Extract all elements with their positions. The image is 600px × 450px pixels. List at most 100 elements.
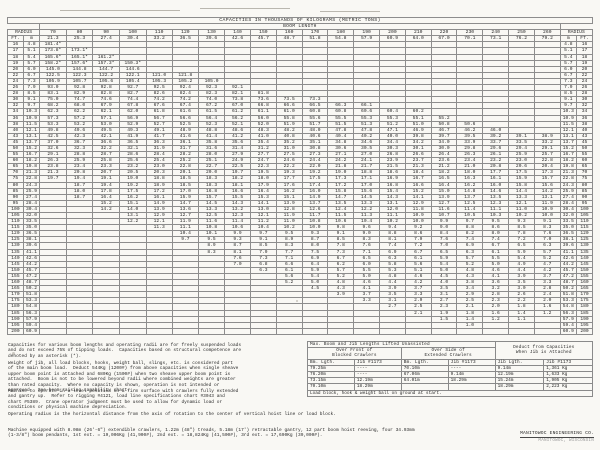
radius-ft-right: 38 xyxy=(575,120,594,128)
radius-ft-right: 200 xyxy=(575,327,594,335)
capacity-cell xyxy=(301,327,329,335)
table-row: 180 54.8 2.7 2.5 2.3 2.1 2.0 1.8 1.6 54.8 180 xyxy=(7,303,594,311)
radius-m: 54.8 xyxy=(22,303,41,311)
radius-ft-right: 17 xyxy=(575,47,594,55)
capacity-cell xyxy=(92,327,120,335)
table-subtitle-row: BOOM LENGTH xyxy=(8,23,593,31)
radius-m: 42.6 xyxy=(22,254,41,262)
capacity-cell xyxy=(171,327,199,335)
radius-ft-right: 40 xyxy=(575,126,594,134)
radius-ft-right: 135 xyxy=(575,248,594,256)
capacity-cell xyxy=(275,327,303,335)
radius-ft-right: 195 xyxy=(575,321,594,329)
table-row: 34 10.3 62.3 62.2 62.1 62.0 61.8 61.6 61.5 61.2 61… xyxy=(7,108,594,116)
capacity-cell: 18.3 xyxy=(197,181,226,189)
capacity-cell: 8.3 xyxy=(197,248,226,256)
radius-ft-right: 145 xyxy=(575,260,594,268)
table-row: 80 24.3 18.7 19.4 19.2 18.9 18.5 18.3 18.1 17.9 17… xyxy=(7,181,594,189)
table-row: 16 4.8 181.4* 4.8 16 xyxy=(7,41,594,49)
table-row: 115 35.0 11.3 11.1 10.8 10.6 10.4 10.2 10.0 9.8 9.… xyxy=(7,224,594,232)
jib-table-row: 73.15m 12.19m 64.01m 18.29m 15.24m 1,905 Kg xyxy=(307,377,593,385)
radius-m-right: 13.7 xyxy=(559,138,577,146)
radius-m: 56.3 xyxy=(22,309,41,317)
radius-ft-right: 19 xyxy=(575,59,594,67)
table-row: 190 57.9 1.5 1.4 1.2 1.1 57.9 190 xyxy=(7,315,594,323)
table-row: 150 45.7 6.3 6.1 5.9 5.7 5.5 5.3 5.1 5.0 4.8 4.6 4.4… xyxy=(7,266,594,274)
radius-ft-right: 80 xyxy=(575,181,594,189)
radius-m: 59.4 xyxy=(22,321,41,329)
radius-m-right: 10.9 xyxy=(559,114,577,122)
radius-ft: 200 xyxy=(7,327,24,335)
jib-table-row: 70.10m 18.29m 18.29m 2,223 Kg xyxy=(307,383,593,391)
radius-m: 13.7 xyxy=(22,138,41,146)
capacity-cell xyxy=(118,327,147,335)
boom-length-label: BOOM LENGTH xyxy=(39,23,561,31)
table-row: 140 42.6 7.6 7.3 7.1 6.9 6.7 6.5 6.3 6.1 5.9 5.7 5.5… xyxy=(7,254,594,262)
radius-m: 27.4 xyxy=(22,193,41,201)
note-machine-operation: Machine to operate in a level position o… xyxy=(8,389,239,411)
radius-m-right: 11.5 xyxy=(559,120,577,128)
table-row: 22 6.7 122.5 122.3 122.2 122.1 121.0 121.8 6.7 22 xyxy=(7,71,594,79)
radius-m: 22.8 xyxy=(22,175,41,183)
radius-ft-right: 185 xyxy=(575,309,594,317)
note-capacities: Capacities for various boom lengths and … xyxy=(8,343,242,359)
radius-m: 6.7 xyxy=(22,71,41,79)
radius-m: 12.1 xyxy=(22,126,41,134)
capacity-cell xyxy=(65,327,94,335)
radius-m-right: 54.8 xyxy=(559,303,577,311)
radius-m: 11.5 xyxy=(22,120,41,128)
capacity-cell: 13.3 xyxy=(197,205,226,214)
radius-m: 57.9 xyxy=(22,315,41,323)
radius-ft-right: 85 xyxy=(575,187,594,195)
table-row: 50 15.2 32.6 32.3 32.2 32.1 31.9 31.7 31.6 31.4 31… xyxy=(7,144,594,153)
capacity-cell xyxy=(224,327,251,335)
capacity-cell: 52.3 xyxy=(197,120,226,128)
radius-m: 30.4 xyxy=(22,205,41,214)
radius-ft-right: 190 xyxy=(575,315,594,323)
header-row-ft: RADIUS 70 80 90 100 110 120 130 140 150 160 170 180 1… xyxy=(6,29,594,37)
radius-m-right: 10.3 xyxy=(559,108,577,116)
radius-m: 5.7 xyxy=(22,59,41,67)
radius-m: 10.3 xyxy=(22,108,41,116)
radius-m-right: 22.8 xyxy=(559,175,577,183)
scan-artifact-line xyxy=(320,11,380,12)
capacity-cell xyxy=(533,327,561,335)
jib-footer-note: Load block, hook & weight ball on ground… xyxy=(307,389,593,397)
radius-ft-right: 36 xyxy=(575,114,594,122)
capacity-cell: 56.4 xyxy=(197,114,226,122)
note-machine-equipment: Machine equipped with 8.08m (26'-6") ext… xyxy=(8,428,415,439)
table-row: 165 50.2 4.5 4.3 4.1 3.9 3.7 3.5 3.4 3.2 3.0 2.8 50.… xyxy=(7,285,594,293)
radius-ft-right: 18 xyxy=(575,53,594,61)
radius-m-right: 60.9 xyxy=(559,327,577,335)
radius-m-right: 13.1 xyxy=(559,132,577,140)
manufacturer-city: MANITOWOC, WISCONSIN xyxy=(538,437,594,443)
boom-length-m-39.6: 39.6 xyxy=(197,35,226,43)
radius-m: 41.1 xyxy=(22,248,41,256)
capacity-cell: 8.9 xyxy=(197,242,226,250)
capacity-cell: 48.8 xyxy=(197,126,226,134)
radius-m: 24.3 xyxy=(22,181,41,189)
radius-m: 45.7 xyxy=(22,266,41,274)
capacity-cell xyxy=(353,327,381,335)
radius-m-right: 24.3 xyxy=(559,181,577,189)
radius-m-right: 41.1 xyxy=(559,248,577,256)
radius-ft-right: 45 xyxy=(575,138,594,146)
radius-m-right: 42.6 xyxy=(559,254,577,262)
radius-ft-right: 75 xyxy=(575,175,594,183)
jib-col-header: Jib #1173 xyxy=(447,358,496,366)
scan-artifact-line xyxy=(200,8,290,9)
table-row: 130 39.6 8.9 8.7 8.5 8.3 8.0 7.8 7.6 7.4 7.2 7.0 6.9… xyxy=(7,242,594,250)
table-row: 28 8.5 83.1 82.9 82.8 82.7 82.6 82.4 82.3 82.1 81.… xyxy=(7,90,594,98)
jib-cell xyxy=(447,383,496,391)
radius-m-right: 59.4 xyxy=(559,321,577,329)
radius-ft-right: 150 xyxy=(575,266,594,274)
capacity-cell xyxy=(430,327,458,335)
capacity-cell xyxy=(456,327,484,335)
jib-length-table: Max. Boom and Jib Lengths Lifted Unassis… xyxy=(307,340,594,397)
table-row: 160 48.7 5.2 5.0 4.8 4.6 4.4 4.2 4.0 3.8 3.6 3.5 3.3… xyxy=(7,279,594,287)
radius-m: 10.9 xyxy=(22,114,41,122)
capacity-cell: 61.5 xyxy=(197,108,226,116)
radius-m-right: 12.1 xyxy=(559,126,577,134)
table-row: 18 5.4 165.6* 165.1* 161.2* 5.4 18 xyxy=(7,53,594,61)
capacity-cell: 16.8 xyxy=(197,187,226,195)
